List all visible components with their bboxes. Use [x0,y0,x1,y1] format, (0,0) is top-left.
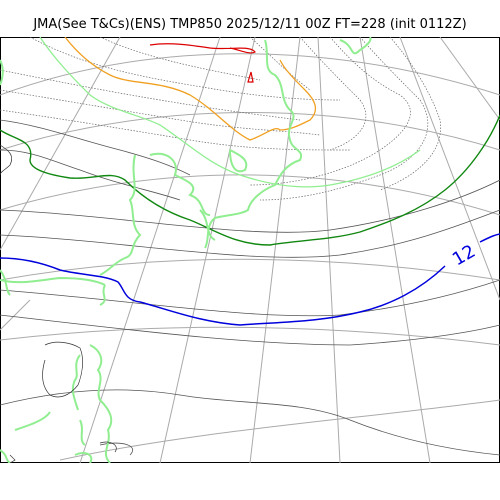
parallel-line [0,326,500,346]
meridian-line [79,37,221,463]
parallel-line [0,112,500,151]
contour-line [0,279,500,317]
contour-line [0,314,500,346]
graticule [0,37,500,463]
parallel-line [59,399,500,461]
isotherm-minus24 [149,43,256,54]
contour-line [0,179,500,233]
contour-line [0,69,301,121]
coastline [79,419,86,446]
coastline [99,154,142,276]
contour-line [0,89,321,136]
coastline [71,354,81,411]
chart-title: JMA(See T&Cs)(ENS) TMP850 2025/12/11 00Z… [33,17,467,32]
coastline [149,152,211,216]
meridian-line [159,37,256,463]
isotherm-12 [0,257,446,326]
coastline [0,449,11,463]
contour-line [379,37,441,191]
isotherm-12 [479,233,500,243]
meridian-line [359,37,431,463]
coastlines [0,37,372,463]
temperature-map: 12 [0,37,500,463]
contour-line [0,119,191,176]
contour-line [0,149,181,201]
contour-line [0,209,500,258]
meridian-line [439,37,500,121]
meridian-line [317,37,341,463]
coastline [229,149,248,173]
isotherm-0 [0,114,500,246]
parallel-line [0,53,500,96]
coastline [0,59,4,86]
coastline [0,276,106,286]
coastline [199,209,216,241]
coastline [74,452,93,463]
coastline [89,344,113,463]
meridian-line [0,299,31,331]
contour-line [249,37,311,91]
contour-line [299,37,367,151]
land-outline [0,144,13,176]
map-panel: 12 [0,37,500,463]
isotherm-minus18 [64,37,317,141]
contour-line [99,37,261,81]
parallel-line [0,258,500,281]
contour-line [0,389,500,456]
coastline [0,269,11,296]
isotherm-minus6 [39,37,421,188]
land-outline [99,441,117,453]
isotherm-minus24 [247,71,254,83]
coastline [14,411,51,431]
parallel-line [0,174,500,216]
coastline [339,37,372,55]
contour-line [259,37,429,201]
isotherm-label-12: 12 [449,241,479,271]
meridian-line [249,37,301,463]
land-outlines [0,144,117,463]
meridian-line [0,37,121,251]
contour-line [29,37,341,101]
temperature-contours-minor [0,119,500,456]
meridian-line [399,37,500,301]
temperature-contours-dotted [0,37,441,201]
contour-line [249,37,411,186]
coastline [99,284,106,306]
contour-line [99,442,133,456]
contour-line [0,109,351,151]
coastline [204,39,303,249]
land-outline [9,454,16,463]
land-outline [42,341,83,398]
